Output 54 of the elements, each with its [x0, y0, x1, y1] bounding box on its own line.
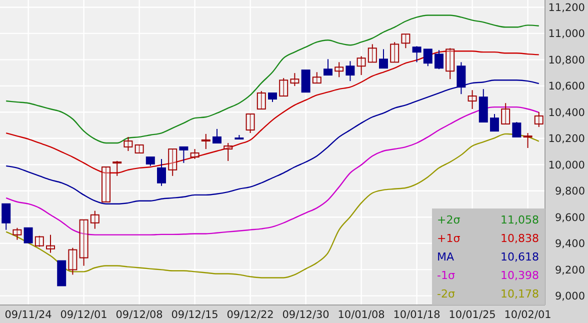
- x-tick-label: 09/11/24: [4, 309, 52, 321]
- x-tick-label: 10/01/25: [448, 309, 496, 321]
- candlestick: [324, 58, 332, 76]
- y-tick-label: 9,600: [554, 212, 585, 224]
- text: +1σ: [437, 232, 460, 246]
- y-tick-label: 9,000: [554, 290, 585, 302]
- candlestick: [312, 72, 322, 84]
- annotation: 10,838: [500, 232, 539, 246]
- x-tick-label: 09/12/30: [282, 309, 330, 321]
- annotation: 10,178: [500, 288, 539, 301]
- candlestick: [212, 128, 222, 144]
- candlestick: [346, 60, 355, 82]
- x-tick-label: 09/12/15: [171, 309, 218, 321]
- annotation: 10,398: [500, 269, 539, 282]
- candlestick: [268, 92, 277, 103]
- x-tick-label: 10/02/01: [504, 309, 552, 321]
- y-tick-label: 9,200: [554, 264, 585, 276]
- candlestick: [2, 203, 11, 230]
- text: -1σ: [437, 269, 455, 282]
- text: +2σ: [437, 214, 460, 227]
- line-series: [6, 133, 540, 278]
- candlestick: [412, 46, 422, 63]
- candlestick: [157, 158, 166, 186]
- x-tick-label: 09/12/22: [226, 309, 274, 321]
- x-tick-label: 10/01/08: [338, 309, 385, 321]
- annotation: 11,058: [500, 214, 539, 227]
- candlestick: [179, 146, 188, 164]
- x-tick-label: 10/01/18: [393, 309, 440, 321]
- candlestick: [490, 114, 499, 132]
- x-tick-label: 09/12/08: [116, 309, 163, 321]
- candlestick: [512, 122, 522, 138]
- candlestick: [12, 227, 22, 240]
- candlestick: [301, 70, 310, 93]
- candlestick: [423, 48, 432, 67]
- y-tick-label: 10,000: [548, 159, 585, 172]
- candlestick: [379, 48, 388, 69]
- y-tick-label: 9,800: [554, 186, 585, 198]
- candlestick: [224, 142, 233, 162]
- text: MA: [437, 250, 454, 264]
- y-tick-label: 9,400: [554, 238, 585, 250]
- candlestick: [434, 50, 444, 70]
- annotation: 10,618: [500, 250, 539, 264]
- candlestick: [24, 227, 33, 244]
- candlestick: [256, 90, 266, 110]
- y-tick-label: 10,600: [548, 80, 585, 93]
- line-series: [6, 106, 540, 236]
- y-tick-label: 11,000: [548, 28, 585, 40]
- y-tick-label: 11,200: [548, 2, 585, 14]
- x-tick-label: 09/12/01: [60, 309, 108, 321]
- text: -2σ: [437, 288, 455, 301]
- y-tick-label: 10,200: [548, 133, 585, 146]
- y-tick-label: 10,400: [548, 106, 585, 119]
- line-series: [6, 14, 540, 144]
- y-tick-label: 10,800: [548, 54, 585, 66]
